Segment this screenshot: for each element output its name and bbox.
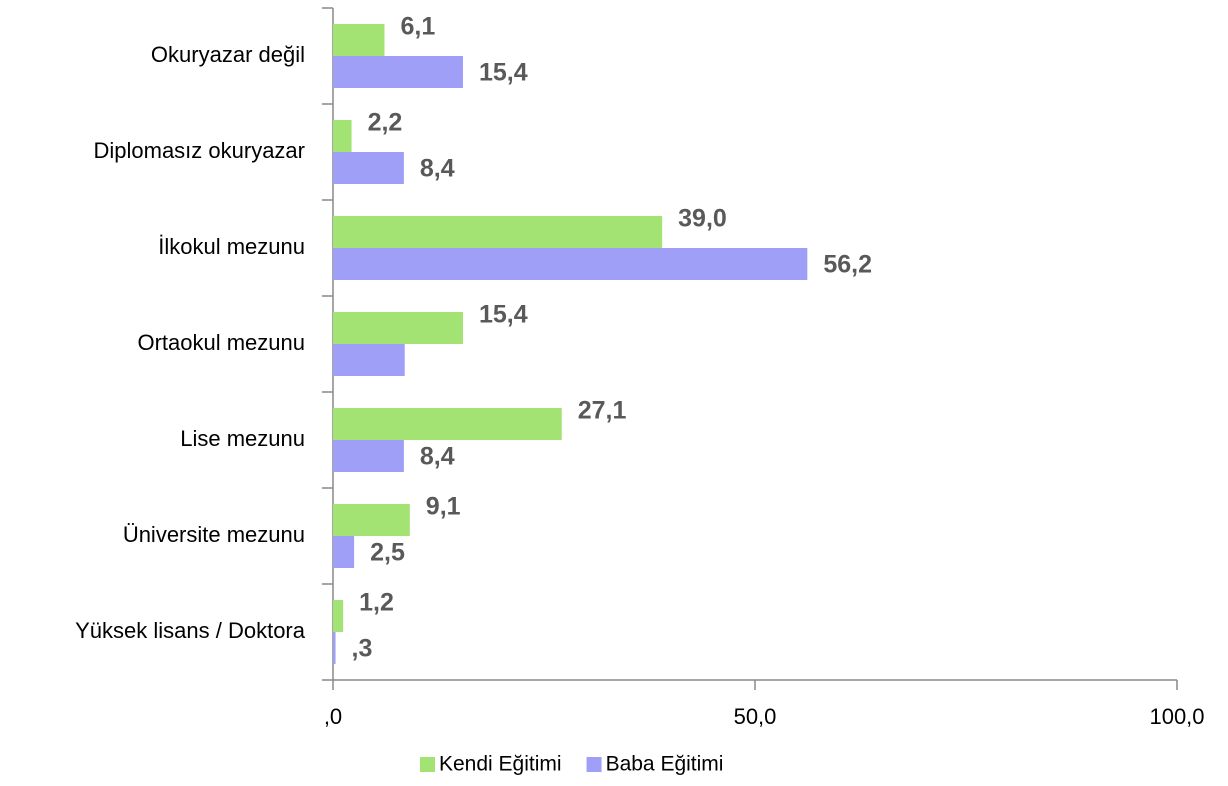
y-tick-label: Okuryazar değil (151, 42, 305, 67)
bar (333, 24, 385, 56)
y-tick-label: Ortaokul mezunu (137, 330, 305, 355)
bar (333, 344, 405, 376)
value-label: 6,1 (400, 13, 435, 41)
bar (333, 248, 808, 280)
legend-swatch (586, 757, 602, 772)
bar (333, 408, 562, 440)
value-label: 2,2 (368, 109, 403, 137)
legend-swatch (420, 757, 435, 772)
value-label: 8,4 (420, 443, 455, 471)
bar (333, 120, 352, 152)
value-label: 9,1 (426, 493, 461, 521)
x-tick-label: 50,0 (734, 704, 777, 729)
bar (333, 632, 336, 664)
bar (333, 440, 404, 472)
y-tick-label: Yüksek lisans / Doktora (75, 618, 306, 643)
value-label: 27,1 (578, 397, 627, 425)
value-label: 56,2 (823, 251, 872, 279)
y-tick-label: Üniversite mezunu (123, 522, 305, 547)
bar (333, 504, 410, 536)
x-tick-label: ,0 (324, 704, 342, 729)
y-tick-label: İlkokul mezunu (158, 234, 305, 259)
x-tick-label: 100,0 (1149, 704, 1204, 729)
bar (333, 600, 344, 632)
value-label: 8,4 (420, 155, 455, 183)
value-label: 39,0 (678, 205, 727, 233)
bar (333, 536, 355, 568)
bar (333, 152, 404, 184)
bar (333, 56, 463, 88)
bar (333, 312, 463, 344)
legend-label: Baba Eğitimi (606, 753, 724, 776)
value-label: ,3 (352, 635, 373, 663)
value-label: 15,4 (479, 301, 528, 329)
legend-label: Kendi Eğitimi (439, 753, 562, 776)
value-label: 15,4 (479, 59, 528, 87)
y-tick-label: Lise mezunu (180, 426, 305, 451)
value-label: 1,2 (359, 589, 394, 617)
value-label: 2,5 (370, 539, 405, 567)
y-tick-label: Diplomasız okuryazar (93, 138, 305, 163)
bar (333, 216, 663, 248)
